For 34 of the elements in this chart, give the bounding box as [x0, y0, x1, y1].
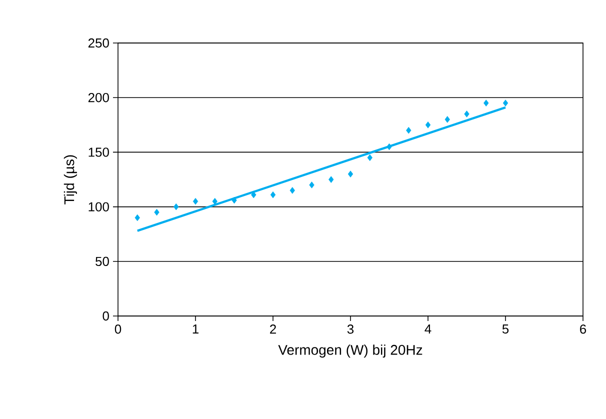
point: [309, 182, 314, 188]
point: [232, 196, 237, 204]
point: [386, 143, 392, 150]
y-tick-label: 200: [88, 92, 109, 102]
y-tick-label: 100: [88, 202, 109, 212]
y-axis-title: Tijd (µs): [64, 155, 77, 204]
y-tick-label: 0: [102, 311, 109, 321]
point: [502, 100, 508, 106]
y-tick-label: 50: [96, 256, 109, 266]
point: [484, 100, 489, 106]
point: [212, 198, 218, 205]
point: [406, 126, 412, 134]
x-tick-label: 3: [347, 324, 354, 334]
point: [174, 203, 179, 210]
point: [154, 208, 160, 216]
point: [134, 214, 140, 222]
y-tick-label: 150: [88, 148, 109, 157]
x-tick-label: 5: [502, 324, 509, 334]
x-tick-label: 0: [114, 324, 122, 334]
x-tick-label: 2: [270, 324, 276, 334]
point: [192, 198, 198, 205]
point: [290, 187, 295, 194]
x-tick-label: 4: [424, 324, 432, 334]
point: [348, 170, 354, 178]
point: [367, 154, 372, 162]
point: [425, 122, 431, 128]
point: [328, 176, 334, 183]
point: [464, 110, 470, 118]
y-tick-label: 250: [88, 38, 109, 48]
point: [444, 116, 450, 123]
x-tick-label: 1: [192, 324, 198, 334]
x-axis-title: Vermogen (W) bij 20Hz: [278, 344, 422, 358]
point: [270, 191, 276, 198]
x-tick-label: 6: [580, 324, 586, 334]
